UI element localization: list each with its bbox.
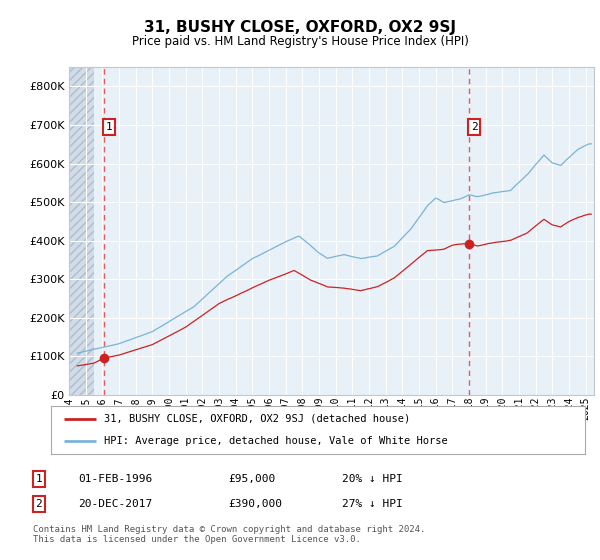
Text: £390,000: £390,000 (228, 499, 282, 509)
Text: 20% ↓ HPI: 20% ↓ HPI (342, 474, 403, 484)
Text: 20-DEC-2017: 20-DEC-2017 (78, 499, 152, 509)
Text: 31, BUSHY CLOSE, OXFORD, OX2 9SJ (detached house): 31, BUSHY CLOSE, OXFORD, OX2 9SJ (detach… (104, 414, 410, 424)
Text: 1: 1 (35, 474, 43, 484)
Text: 2: 2 (470, 122, 478, 132)
Text: 01-FEB-1996: 01-FEB-1996 (78, 474, 152, 484)
Text: HPI: Average price, detached house, Vale of White Horse: HPI: Average price, detached house, Vale… (104, 436, 448, 446)
Text: Price paid vs. HM Land Registry's House Price Index (HPI): Price paid vs. HM Land Registry's House … (131, 35, 469, 48)
Text: 27% ↓ HPI: 27% ↓ HPI (342, 499, 403, 509)
Text: 31, BUSHY CLOSE, OXFORD, OX2 9SJ: 31, BUSHY CLOSE, OXFORD, OX2 9SJ (144, 20, 456, 35)
Text: 1: 1 (106, 122, 112, 132)
Text: £95,000: £95,000 (228, 474, 275, 484)
Bar (69, 67, 94, 395)
Text: Contains HM Land Registry data © Crown copyright and database right 2024.
This d: Contains HM Land Registry data © Crown c… (33, 525, 425, 544)
Text: 2: 2 (35, 499, 43, 509)
